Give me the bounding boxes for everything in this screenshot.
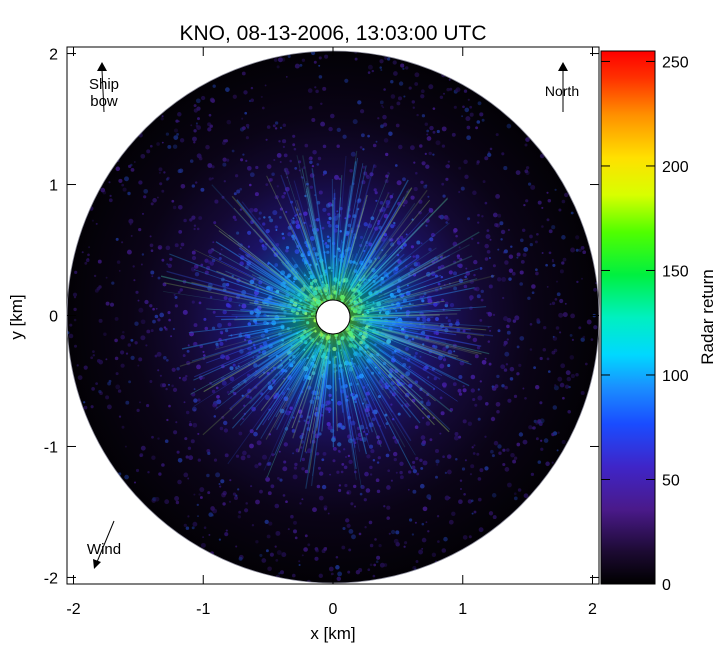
ship-bow-label-line1: Ship xyxy=(89,76,119,93)
wind-arrow-head xyxy=(93,559,101,569)
y-tick-label: -2 xyxy=(44,570,58,587)
y-tick-label: 0 xyxy=(49,309,58,326)
radar-disc xyxy=(66,50,600,584)
x-tick-label: 0 xyxy=(329,601,338,618)
ship-bow-annotation: Ship bow xyxy=(89,62,119,113)
chart-title: KNO, 08-13-2006, 13:03:00 UTC xyxy=(179,22,486,45)
colorbar-tick-label: 50 xyxy=(662,472,680,489)
colorbar-gradient xyxy=(600,50,656,585)
colorbar-tick-label: 200 xyxy=(662,159,689,176)
colorbar: 0 50 100 150 200 250 Radar return xyxy=(600,50,717,594)
x-tick-label: -1 xyxy=(196,601,210,618)
north-annotation: North xyxy=(545,62,579,112)
y-axis-label: y [km] xyxy=(7,294,26,339)
colorbar-tick-label: 250 xyxy=(662,54,689,71)
x-tick-label: 1 xyxy=(458,601,467,618)
y-tick-label: 1 xyxy=(49,178,58,195)
wind-arrow-shaft xyxy=(96,520,115,563)
ship-bow-arrow-head xyxy=(97,62,107,71)
y-axis-ticks: 2 1 0 -1 -2 xyxy=(44,47,599,587)
wind-annotation: Wind xyxy=(87,520,121,569)
x-axis-label: x [km] xyxy=(310,624,355,643)
wind-label: Wind xyxy=(87,541,121,558)
colorbar-label: Radar return xyxy=(698,269,717,364)
colorbar-tick-label: 100 xyxy=(662,368,689,385)
x-tick-label: -2 xyxy=(66,601,80,618)
y-tick-label: -1 xyxy=(44,439,58,456)
ship-bow-label-line2: bow xyxy=(90,93,118,110)
north-label: North xyxy=(545,83,579,99)
y-tick-label: 2 xyxy=(49,47,58,64)
x-axis-ticks: -2 -1 0 1 2 xyxy=(66,47,597,618)
blanking-zone xyxy=(315,299,351,335)
colorbar-ticks: 0 50 100 150 200 250 xyxy=(601,54,689,594)
north-arrow-head xyxy=(558,62,568,71)
x-tick-label: 2 xyxy=(588,601,597,618)
ship-bow-arrow-shaft xyxy=(101,69,105,113)
colorbar-tick-label: 0 xyxy=(662,577,671,594)
colorbar-tick-label: 150 xyxy=(662,263,689,280)
